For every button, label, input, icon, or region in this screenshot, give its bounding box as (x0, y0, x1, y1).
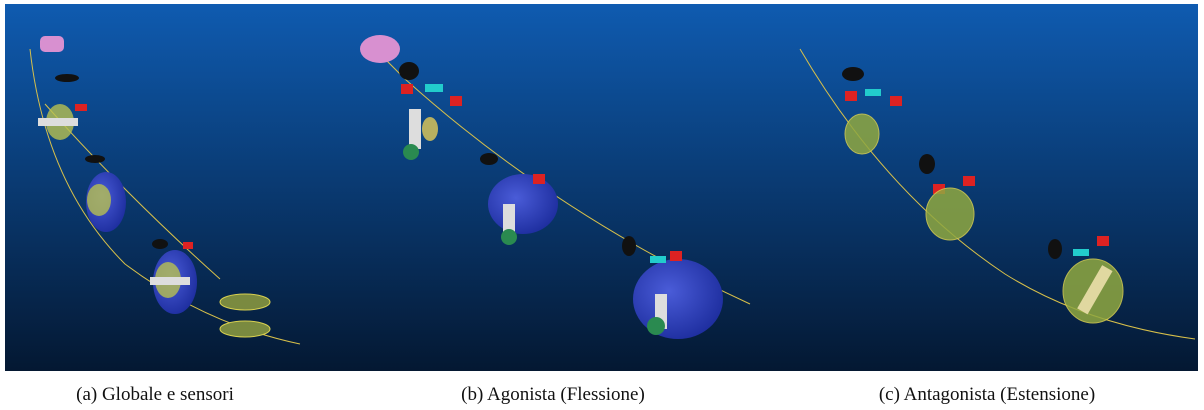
motor (360, 35, 400, 63)
connector (842, 67, 864, 81)
sensor (425, 84, 443, 92)
shaft (150, 277, 190, 285)
sensor (865, 89, 881, 96)
sensor (650, 256, 666, 263)
pulley (845, 114, 879, 154)
disc (633, 259, 723, 339)
sensor (401, 84, 413, 94)
pulley (220, 321, 270, 337)
sensor (75, 104, 87, 111)
bearing (403, 144, 419, 160)
connector (919, 154, 935, 174)
sensor (670, 251, 682, 261)
disc (488, 174, 558, 234)
sensor (845, 91, 857, 101)
bearing (501, 229, 517, 245)
pulley (422, 117, 438, 141)
connector (1048, 239, 1062, 259)
connector (480, 153, 498, 165)
sensor (1073, 249, 1089, 256)
connector (152, 239, 168, 249)
render-view (5, 4, 1198, 371)
sensor (890, 96, 902, 106)
motor (40, 36, 64, 52)
connector (85, 155, 105, 163)
background (5, 4, 1198, 371)
sensor (450, 96, 462, 106)
shaft (409, 109, 421, 149)
sensor (533, 174, 545, 184)
sensor (1097, 236, 1109, 246)
caption: (c) Antagonista (Estensione) (857, 384, 1117, 406)
pulley (220, 294, 270, 310)
connector (399, 62, 419, 80)
sensor (963, 176, 975, 186)
shaft (38, 118, 78, 126)
caption: (b) Agonista (Flessione) (443, 384, 663, 406)
connector (622, 236, 636, 256)
connector (55, 74, 79, 82)
pulley (926, 188, 974, 240)
caption: (a) Globale e sensori (55, 384, 255, 406)
sensor (183, 242, 193, 249)
bearing (647, 317, 665, 335)
page: (a) Globale e sensori (b) Agonista (Fles… (0, 0, 1204, 410)
pulley (87, 184, 111, 216)
